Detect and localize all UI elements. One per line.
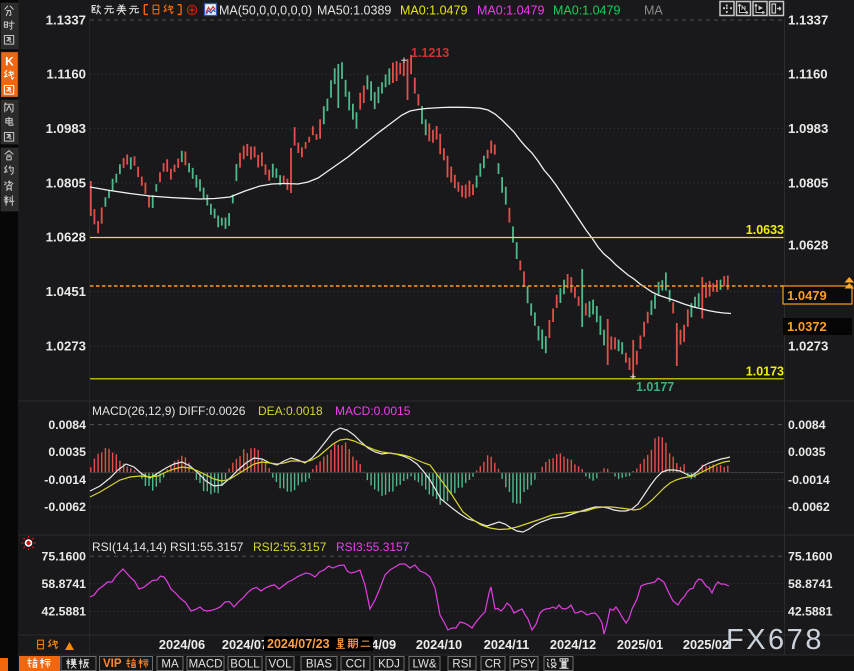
svg-text:2024/06: 2024/06 (159, 637, 205, 652)
svg-text:K: K (5, 55, 14, 69)
svg-text:MA0:1.0479: MA0:1.0479 (477, 4, 544, 18)
svg-text:BIAS: BIAS (306, 659, 333, 671)
svg-text:RSI: RSI (452, 659, 471, 671)
svg-text:BOLL: BOLL (230, 659, 260, 671)
svg-text:FX678: FX678 (726, 624, 824, 656)
svg-text:LW&: LW& (412, 659, 436, 671)
svg-text:MA: MA (161, 659, 179, 671)
svg-text:VIP: VIP (103, 658, 122, 670)
svg-text:1.1213: 1.1213 (411, 46, 449, 60)
svg-text:RSI2:55.3157: RSI2:55.3157 (253, 540, 327, 554)
svg-text:MA(50,0,0,0,0,0): MA(50,0,0,0,0,0) (219, 4, 312, 18)
svg-text:1.0633: 1.0633 (746, 223, 784, 237)
svg-text:2025/02: 2025/02 (683, 637, 729, 652)
svg-text:MACD: MACD (189, 659, 223, 671)
svg-text:1.0479: 1.0479 (787, 288, 827, 303)
svg-text:1.0628: 1.0628 (788, 237, 828, 252)
svg-text:1.0805: 1.0805 (788, 175, 828, 190)
svg-text:42.5881: 42.5881 (42, 605, 87, 619)
svg-text:1.0628: 1.0628 (46, 230, 86, 245)
svg-text:MA: MA (644, 4, 663, 18)
svg-text:2024/10: 2024/10 (416, 637, 462, 652)
svg-text:1.0273: 1.0273 (46, 338, 86, 353)
svg-text:2025/01: 2025/01 (617, 637, 663, 652)
svg-text:MA50:1.0389: MA50:1.0389 (317, 4, 391, 18)
svg-text:0.0035: 0.0035 (788, 445, 826, 459)
svg-text:MA0:1.0479: MA0:1.0479 (553, 4, 620, 18)
svg-text:75.1600: 75.1600 (42, 549, 87, 563)
svg-text:CR: CR (485, 659, 502, 671)
svg-text:0.0084: 0.0084 (788, 418, 826, 432)
svg-text:1.0273: 1.0273 (788, 338, 828, 353)
svg-text:1.0173: 1.0173 (746, 365, 784, 379)
svg-text:-0.0014: -0.0014 (788, 473, 830, 487)
svg-text:1.0177: 1.0177 (636, 380, 674, 394)
svg-text:1.1337: 1.1337 (788, 12, 828, 27)
svg-text:1.0805: 1.0805 (46, 175, 86, 190)
svg-text:DEA:0.0018: DEA:0.0018 (258, 404, 323, 418)
svg-text:2024/07/23: 2024/07/23 (267, 637, 330, 651)
svg-text:1.0983: 1.0983 (788, 121, 828, 136)
svg-text:42.5881: 42.5881 (788, 605, 833, 619)
svg-text:2024/11: 2024/11 (484, 637, 530, 652)
svg-text:-0.0062: -0.0062 (788, 500, 830, 514)
svg-text:RSI3:55.3157: RSI3:55.3157 (336, 540, 410, 554)
svg-text:2024/12: 2024/12 (550, 637, 596, 652)
svg-text:0.0035: 0.0035 (48, 445, 86, 459)
svg-text:-0.0014: -0.0014 (44, 473, 86, 487)
svg-text:PSY: PSY (512, 659, 535, 671)
svg-text:2024/07: 2024/07 (222, 637, 268, 652)
svg-text:KDJ: KDJ (378, 659, 400, 671)
svg-text:1.0372: 1.0372 (787, 319, 827, 334)
svg-text:-0.0062: -0.0062 (44, 500, 86, 514)
svg-text:RSI(14,14,14) RSI1:55.3157: RSI(14,14,14) RSI1:55.3157 (92, 540, 244, 554)
svg-text:VOL: VOL (268, 659, 292, 671)
svg-text:MA0:1.0479: MA0:1.0479 (400, 4, 467, 18)
svg-text:CCI: CCI (346, 659, 366, 671)
svg-text:0.0084: 0.0084 (48, 418, 86, 432)
svg-text:1.0983: 1.0983 (46, 121, 86, 136)
svg-text:58.8741: 58.8741 (788, 577, 833, 591)
svg-text:MACD:0.0015: MACD:0.0015 (335, 404, 411, 418)
svg-text:MACD(26,12,9) DIFF:0.0026: MACD(26,12,9) DIFF:0.0026 (92, 404, 246, 418)
svg-text:1.1337: 1.1337 (46, 12, 86, 27)
svg-text:1.1160: 1.1160 (788, 67, 828, 82)
svg-text:1.1160: 1.1160 (46, 67, 86, 82)
svg-text:58.8741: 58.8741 (42, 577, 87, 591)
svg-text:75.1600: 75.1600 (788, 549, 833, 563)
svg-text:1.0451: 1.0451 (46, 284, 86, 299)
